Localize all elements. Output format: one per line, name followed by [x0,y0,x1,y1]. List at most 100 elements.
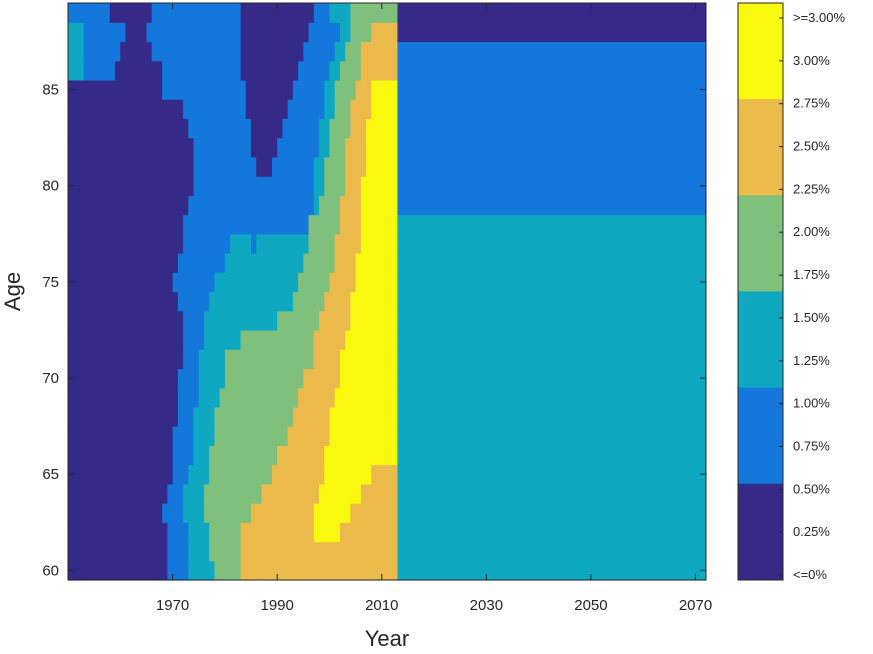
heatmap-cell [209,464,273,485]
heatmap-cell [334,79,357,100]
colorbar-swatch [738,387,783,485]
heatmap-cell [350,3,399,23]
heatmap-cell [68,291,179,312]
heatmap-cell [240,22,310,43]
heatmap-cell [287,99,325,119]
heatmap-cell [151,3,242,23]
heatmap-cell [115,60,163,81]
heatmap-cell [177,291,210,312]
heatmap-cell [177,253,226,273]
heatmap-cell [319,195,341,216]
heatmap-cell [303,368,341,389]
plot-frame [67,2,707,581]
heatmap-cell [172,464,189,485]
heatmap-cell [214,406,294,427]
heatmap-cell [319,483,362,504]
heatmap-cell [324,79,336,100]
colorbar-label: 1.25% [793,353,830,368]
heatmap-cell [329,137,346,158]
heatmap-cell [251,118,284,139]
heatmap-cell [240,3,315,23]
heatmap-cell [188,541,210,562]
heatmap-cell [298,272,331,293]
heatmap-cell [162,503,184,523]
colorbar-label: 2.25% [793,181,830,196]
heatmap-cell [188,118,252,139]
heatmap-cell [167,560,189,581]
heatmap-cell [183,483,205,504]
heatmap-cell [193,137,252,158]
heatmap-cell [193,445,210,466]
colorbar-label: 3.00% [793,53,830,68]
colorbar-label: 1.75% [793,267,830,282]
y-tick-label: 60 [42,562,59,579]
heatmap-cell [292,79,325,100]
heatmap-cell [261,483,320,504]
heatmap-cell [339,22,351,43]
heatmap-cell [240,60,299,81]
heatmap-cell [146,22,242,43]
heatmap-cell [125,22,148,43]
heatmap-cell [193,156,257,177]
heatmap-cell [303,253,336,273]
heatmap-cell [188,522,210,543]
heatmap-cell [308,233,336,254]
heatmap-cell [109,3,153,23]
heatmap-cell [183,310,205,331]
heatmap-cell [68,272,174,293]
heatmap-cell [245,99,289,119]
heatmap-cell [308,214,341,235]
heatmap-cell [183,349,200,370]
heatmap-cell [240,41,304,62]
heatmap-cell [68,195,189,216]
heatmap-cell [68,137,195,158]
heatmap-cells [68,3,706,581]
heatmap-cell [287,426,331,446]
y-tick-label: 75 [42,274,59,291]
heatmap-cell [319,310,351,331]
heatmap-cell [355,253,399,273]
x-tick-label: 1970 [156,597,189,614]
heatmap-cell [188,464,210,485]
heatmap-cell [324,156,346,177]
heatmap-cell [183,503,205,523]
heatmap-cell [355,272,399,293]
heatmap-cell [83,41,121,62]
heatmap-cell [198,349,226,370]
heatmap-cell [224,253,304,273]
heatmap-cell [68,310,184,331]
heatmap-cell [319,118,331,139]
heatmap-cell [313,176,325,196]
colorbar-label: 1.50% [793,310,830,325]
colorbar-labels: >=3.00% 3.00% 2.75% 2.50% 2.25% 2.00% 1.75% 1.5… [779,10,845,582]
heatmap-cell [360,41,399,62]
heatmap-cell [240,541,399,562]
heatmap-cell [68,118,189,139]
heatmap-cell [68,79,163,100]
heatmap-cell [324,464,372,485]
heatmap-cell [319,137,331,158]
heatmap-cell [172,272,216,293]
heatmap-cell [360,176,399,196]
heatmap-cell [277,310,320,331]
heatmap-cell [334,99,351,119]
heatmap-cell [224,368,304,389]
heatmap-cell [219,387,299,408]
heatmap-cell [339,349,399,370]
heatmap-cell [334,387,399,408]
heatmap-cell [251,137,278,158]
colorbar-frame [737,2,784,581]
heatmap-cell [350,310,399,331]
heatmap-cell [334,253,357,273]
heatmap-cell [68,406,179,427]
heatmap-cell [308,22,341,43]
heatmap-cell [68,541,168,562]
heatmap-cell [68,22,85,43]
heatmap-cell [313,195,320,216]
colorbar-label: >=3.00% [793,10,845,25]
heatmap-cell [68,503,163,523]
heatmap-cell [68,60,85,81]
colorbar-label: 2.75% [793,96,830,111]
projection-band [397,41,706,216]
